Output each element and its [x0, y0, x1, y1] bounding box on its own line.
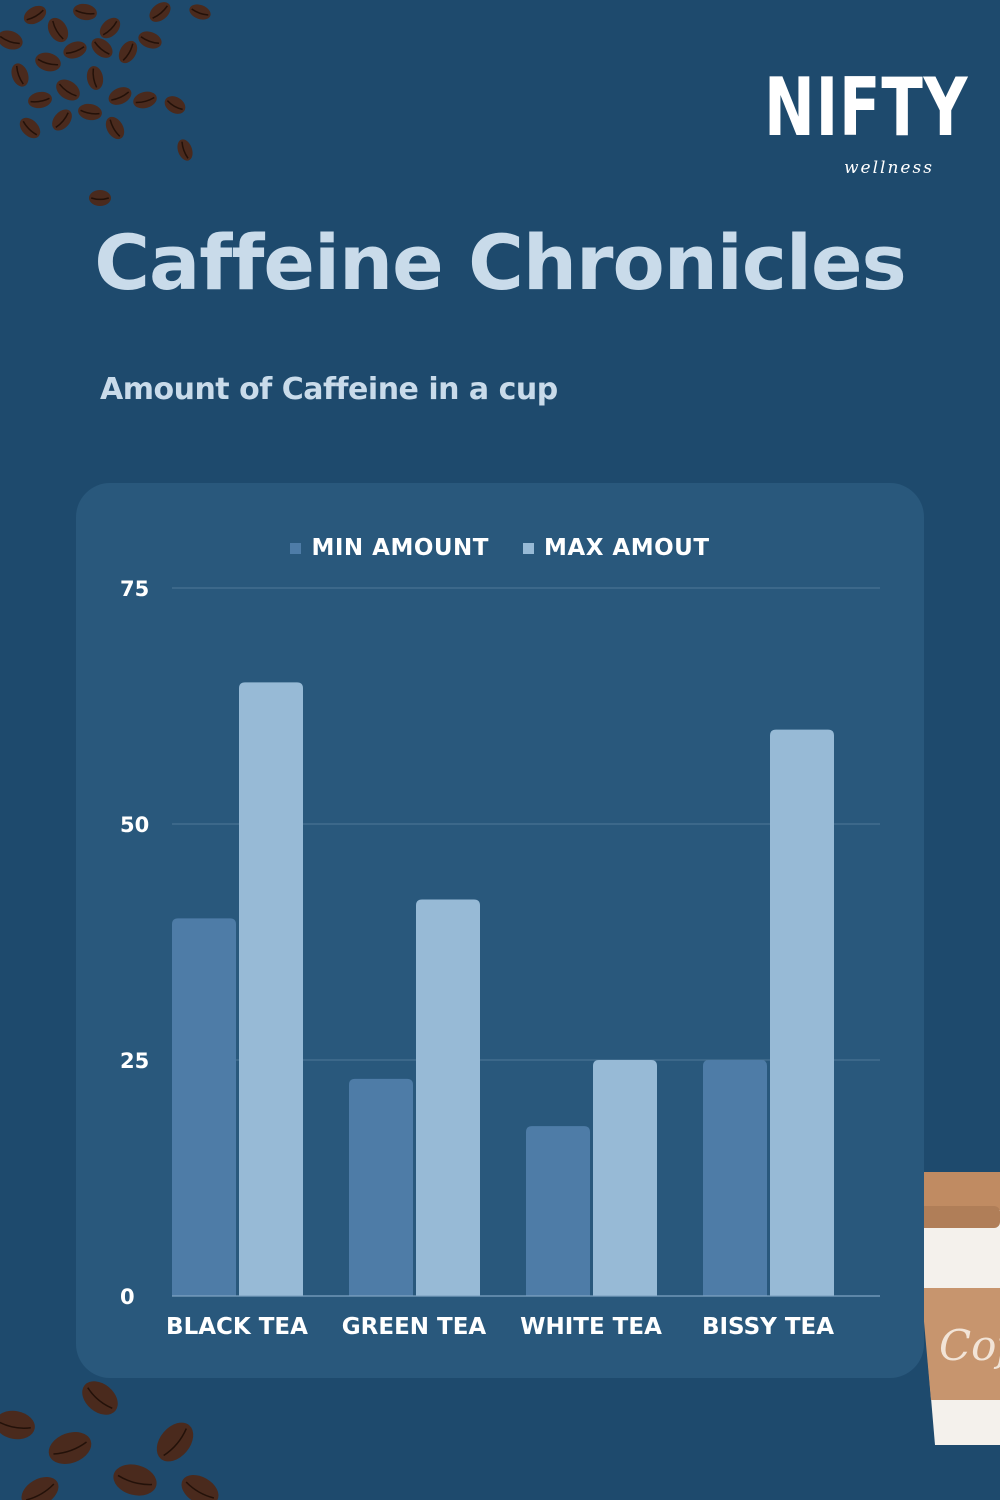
coffee-bean-icon — [138, 31, 162, 49]
legend-item-max: MAX AMOUT — [523, 535, 710, 561]
coffee-bean-icon — [78, 103, 102, 121]
coffee-bean-icon — [47, 17, 69, 43]
coffee-bean-icon — [48, 1432, 92, 1464]
coffee-bean-icon — [82, 1381, 118, 1415]
coffee-bean-icon — [35, 52, 61, 72]
coffee-bean-icon — [133, 91, 157, 109]
brand-name: NIFTY — [764, 61, 969, 154]
legend-swatch-max — [523, 542, 534, 554]
coffee-bean-icon — [19, 117, 41, 139]
coffee-bean-icon — [28, 91, 52, 109]
coffee-cup-decoration: Coffee — [897, 1172, 1000, 1445]
y-tick-label: 75 — [120, 577, 149, 601]
brand-tagline: wellness — [844, 158, 934, 178]
page-title: Caffeine Chronicles — [94, 218, 907, 307]
coffee-bean-icon — [73, 3, 97, 21]
legend-swatch-min — [290, 542, 302, 554]
bar-max — [770, 729, 834, 1296]
coffee-bean-icon — [113, 1464, 157, 1496]
y-tick-label: 50 — [120, 813, 149, 837]
bar-min — [703, 1060, 767, 1296]
legend-label-max: MAX AMOUT — [544, 535, 710, 561]
coffee-bean-icon — [86, 66, 104, 90]
coffee-bean-icon — [0, 1410, 35, 1440]
x-tick-label: WHITE TEA — [520, 1314, 662, 1340]
y-tick-label: 0 — [120, 1285, 135, 1309]
legend-item-min: MIN AMOUNT — [290, 535, 489, 561]
coffee-bean-icon — [56, 79, 80, 101]
bar-max — [593, 1060, 657, 1296]
coffee-bean-icon — [164, 96, 186, 114]
coffee-bean-icon — [108, 87, 132, 105]
y-tick-label: 25 — [120, 1049, 149, 1073]
bar-min — [526, 1126, 590, 1296]
coffee-bean-icon — [63, 41, 87, 59]
bar-max — [416, 899, 480, 1296]
bar-max — [239, 682, 303, 1296]
bar-min — [349, 1078, 413, 1296]
coffee-bean-icon — [177, 139, 193, 161]
x-tick-label: BISSY TEA — [702, 1314, 834, 1340]
coffee-bean-icon — [23, 5, 47, 25]
x-tick-label: BLACK TEA — [166, 1314, 308, 1340]
chart-legend: MIN AMOUNT MAX AMOUT — [0, 535, 1000, 561]
coffee-bean-icon — [189, 4, 211, 20]
page-subtitle: Amount of Caffeine in a cup — [100, 372, 558, 407]
bar-min — [172, 918, 236, 1296]
coffee-bean-icon — [99, 17, 121, 39]
x-tick-label: GREEN TEA — [342, 1314, 487, 1340]
coffee-bean-icon — [52, 109, 72, 131]
coffee-bean-icon — [11, 63, 29, 87]
coffee-bean-icon — [89, 190, 111, 206]
coffee-bean-icon — [105, 116, 125, 140]
coffee-bean-icon — [156, 1422, 194, 1462]
coffee-bean-icon — [91, 38, 113, 58]
legend-label-min: MIN AMOUNT — [311, 535, 489, 561]
coffee-bean-icon — [0, 30, 23, 50]
brand-logo: NIFTY wellness — [760, 62, 968, 182]
coffee-bean-icon — [181, 1474, 219, 1500]
coffee-bean-icon — [118, 40, 138, 64]
cup-label-text: Coffee — [939, 1321, 1000, 1370]
coffee-beans-decoration-bottom — [0, 1381, 219, 1500]
coffee-bean-icon — [149, 2, 171, 22]
coffee-beans-decoration — [0, 2, 211, 206]
